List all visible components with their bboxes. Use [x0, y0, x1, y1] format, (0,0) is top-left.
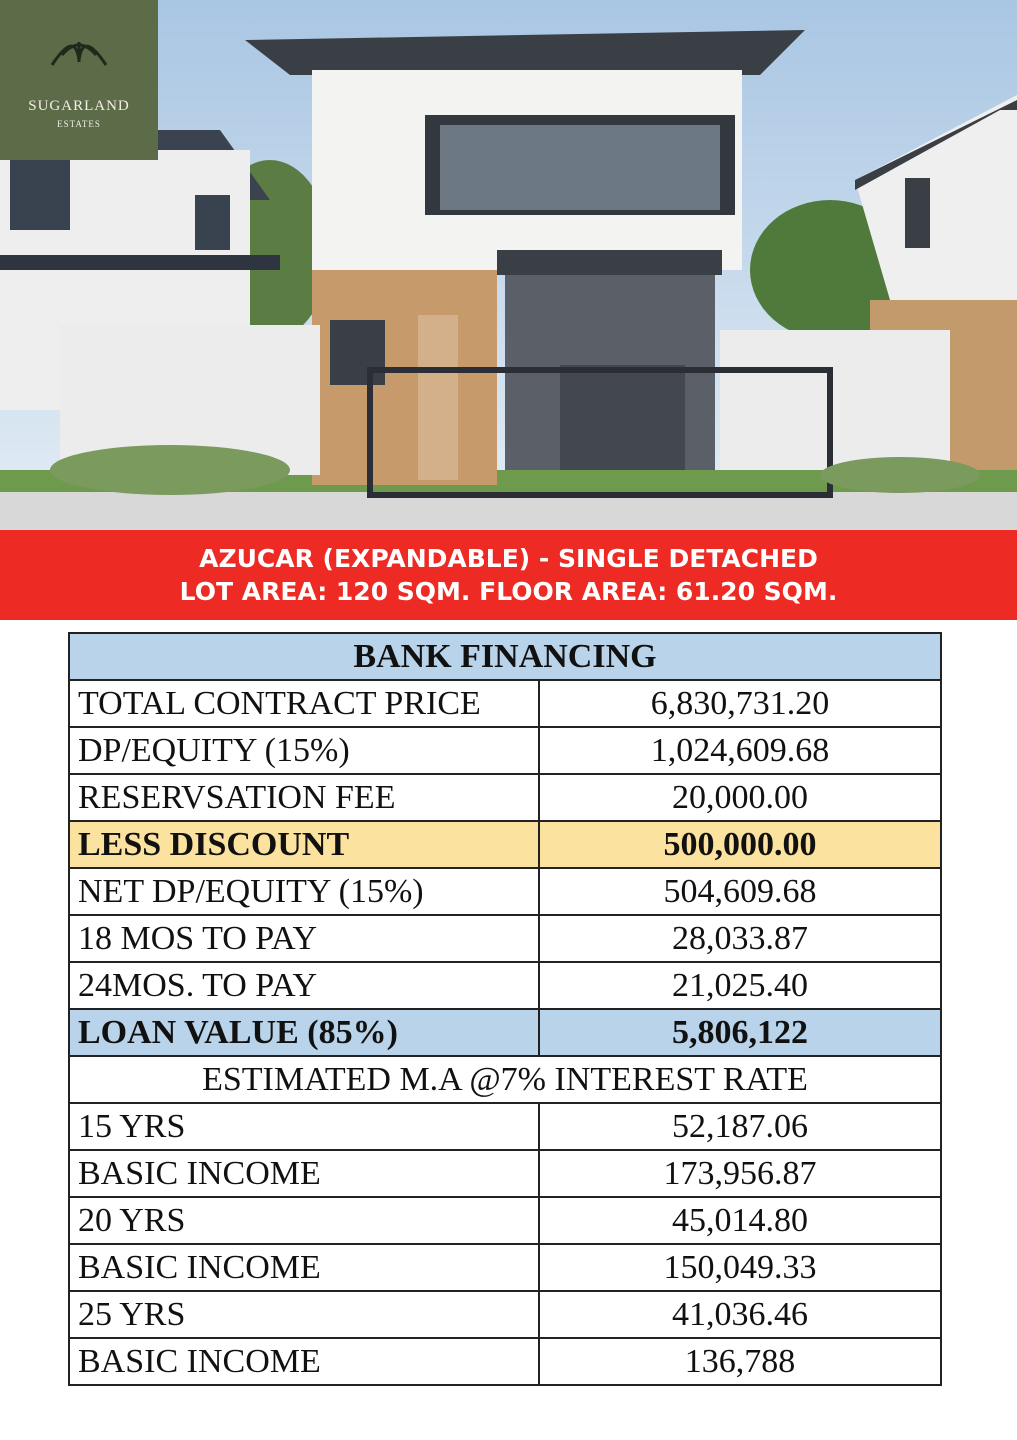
table-cell: 150,049.33	[538, 1243, 942, 1292]
table-cell: 41,036.46	[538, 1290, 942, 1339]
banner: AZUCAR (EXPANDABLE) - SINGLE DETACHED LO…	[0, 530, 1017, 620]
table-row: 15 YRS 52,187.06	[68, 1102, 942, 1151]
logo-name: SUGARLAND	[28, 98, 130, 114]
table-row: 20 YRS 45,014.80	[68, 1196, 942, 1245]
table-cell: LESS DISCOUNT	[68, 820, 540, 869]
table-cell: RESERVSATION FEE	[68, 773, 540, 822]
table-row: 24MOS. TO PAY 21,025.40	[68, 961, 942, 1010]
table-cell: 500,000.00	[538, 820, 942, 869]
table-row: LOAN VALUE (85%) 5,806,122	[68, 1008, 942, 1057]
table-cell: BASIC INCOME	[68, 1337, 540, 1386]
banner-line: LOT AREA: 120 SQM. FLOOR AREA: 61.20 SQM…	[179, 577, 838, 606]
table-cell: LOAN VALUE (85%)	[68, 1008, 540, 1057]
table-cell: 24MOS. TO PAY	[68, 961, 540, 1010]
table-cell: BANK FINANCING	[68, 632, 942, 681]
table-row: DP/EQUITY (15%) 1,024,609.68	[68, 726, 942, 775]
table-row: BASIC INCOME 173,956.87	[68, 1149, 942, 1198]
table-cell: 1,024,609.68	[538, 726, 942, 775]
table-row: RESERVSATION FEE 20,000.00	[68, 773, 942, 822]
logo-box	[0, 0, 158, 160]
table-cell: 15 YRS	[68, 1102, 540, 1151]
table-cell: 173,956.87	[538, 1149, 942, 1198]
table-cell: 136,788	[538, 1337, 942, 1386]
table-cell: NET DP/EQUITY (15%)	[68, 867, 540, 916]
table-cell: 28,033.87	[538, 914, 942, 963]
table-row: 18 MOS TO PAY 28,033.87	[68, 914, 942, 963]
table-cell: 52,187.06	[538, 1102, 942, 1151]
table-cell: 6,830,731.20	[538, 679, 942, 728]
table-row: NET DP/EQUITY (15%) 504,609.68	[68, 867, 942, 916]
table-cell: 504,609.68	[538, 867, 942, 916]
table-row: BANK FINANCING	[68, 632, 942, 681]
table-row: BASIC INCOME 150,049.33	[68, 1243, 942, 1292]
table-cell: TOTAL CONTRACT PRICE	[68, 679, 540, 728]
table-row: LESS DISCOUNT 500,000.00	[68, 820, 942, 869]
table-cell: BASIC INCOME	[68, 1243, 540, 1292]
table-cell: 20 YRS	[68, 1196, 540, 1245]
table-cell: DP/EQUITY (15%)	[68, 726, 540, 775]
table-row: 25 YRS 41,036.46	[68, 1290, 942, 1339]
table-cell: BASIC INCOME	[68, 1149, 540, 1198]
table-row: TOTAL CONTRACT PRICE 6,830,731.20	[68, 679, 942, 728]
table-cell: 20,000.00	[538, 773, 942, 822]
banner-line: AZUCAR (EXPANDABLE) - SINGLE DETACHED	[199, 544, 818, 573]
financing-table: BANK FINANCING TOTAL CONTRACT PRICE 6,830,…	[68, 632, 942, 1386]
table-cell: 21,025.40	[538, 961, 942, 1010]
table-cell: 25 YRS	[68, 1290, 540, 1339]
table-cell: ESTIMATED M.A @7% INTEREST RATE	[68, 1055, 942, 1104]
house-image: SUGARLAND ESTATES	[0, 0, 1017, 530]
table-cell: 5,806,122	[538, 1008, 942, 1057]
table-cell: 45,014.80	[538, 1196, 942, 1245]
table-cell: 18 MOS TO PAY	[68, 914, 540, 963]
logo-tagline: ESTATES	[57, 119, 101, 129]
table-row: ESTIMATED M.A @7% INTEREST RATE	[68, 1055, 942, 1104]
table-row: BASIC INCOME 136,788	[68, 1337, 942, 1386]
